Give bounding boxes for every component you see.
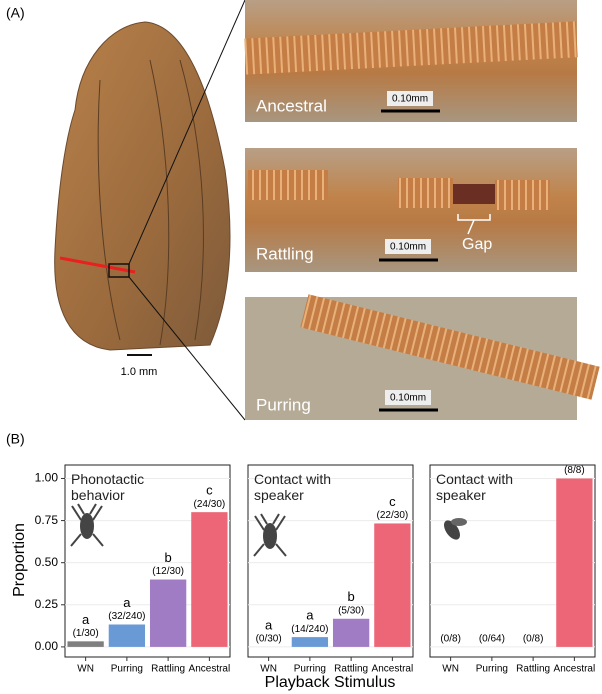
wing-veins bbox=[97, 59, 204, 346]
value-label: (22/30) bbox=[377, 510, 409, 521]
inset-ancestral: Ancestral 0.10mm bbox=[244, 0, 578, 122]
inset-purring: Purring 0.10mm bbox=[245, 294, 600, 420]
y-axis-label: Proportion bbox=[11, 523, 28, 597]
wing-photo bbox=[54, 21, 231, 351]
chart-title: Phonotactic behavior bbox=[71, 471, 145, 503]
value-label: (8/8) bbox=[564, 465, 585, 476]
gap-bracket bbox=[457, 214, 491, 235]
cricket-legs bbox=[70, 503, 104, 547]
file-line bbox=[59, 256, 136, 274]
x-tick-label: Purring bbox=[476, 664, 508, 675]
scale-box bbox=[385, 390, 431, 405]
scale-label: 0.10mm bbox=[392, 94, 428, 105]
chart-title: Contact with speaker bbox=[436, 471, 514, 503]
inset-rattling: Gap Rattling 0.10mm bbox=[245, 148, 577, 272]
value-label: (5/30) bbox=[338, 605, 364, 616]
bar bbox=[108, 624, 146, 647]
zoom-box bbox=[108, 263, 130, 278]
x-tick-label: Ancestral bbox=[189, 664, 231, 675]
file-teeth bbox=[244, 21, 578, 75]
x-tick-label: Rattling bbox=[151, 664, 185, 675]
x-tick-label: Rattling bbox=[516, 664, 550, 675]
inset-label: Rattling bbox=[256, 244, 314, 263]
value-label: (0/64) bbox=[479, 634, 505, 645]
value-label: (0/30) bbox=[256, 634, 282, 645]
value-label: (24/30) bbox=[194, 499, 226, 510]
gap-label: Gap bbox=[462, 236, 492, 253]
significance-letter: c bbox=[389, 494, 396, 509]
y-tick-label: 1.00 bbox=[35, 471, 59, 485]
x-tick-label: Purring bbox=[294, 664, 326, 675]
fly-wing bbox=[451, 518, 467, 526]
value-label: (32/240) bbox=[108, 611, 145, 622]
x-tick-label: Ancestral bbox=[554, 664, 596, 675]
fly-icon bbox=[444, 520, 460, 540]
value-label: (1/30) bbox=[73, 628, 99, 639]
value-label: (14/240) bbox=[291, 624, 328, 635]
scale-label: 1.0 mm bbox=[121, 366, 158, 378]
inset-label: Ancestral bbox=[256, 96, 327, 115]
y-tick-label: 0.25 bbox=[35, 597, 59, 611]
significance-letter: b bbox=[348, 589, 355, 604]
inset-label: Purring bbox=[256, 395, 311, 414]
file-teeth bbox=[248, 170, 328, 200]
y-tick-label: 0.75 bbox=[35, 513, 59, 527]
x-axis-label: Playback Stimulus bbox=[265, 674, 396, 691]
file-teeth bbox=[495, 180, 550, 210]
significance-letter: a bbox=[306, 608, 314, 623]
chart-title: Contact with speaker bbox=[254, 471, 332, 503]
panel-label: (B) bbox=[6, 431, 25, 447]
significance-letter: c bbox=[206, 483, 213, 498]
bar bbox=[67, 641, 104, 647]
scale-box bbox=[387, 91, 433, 106]
bar bbox=[374, 523, 411, 647]
gap bbox=[453, 184, 495, 204]
cricket-icon bbox=[263, 523, 277, 549]
significance-letter: a bbox=[82, 612, 90, 627]
x-tick-label: WN bbox=[77, 664, 94, 675]
bar bbox=[291, 637, 329, 647]
scale-label: 0.10mm bbox=[390, 242, 426, 253]
significance-letter: a bbox=[265, 617, 273, 632]
bar bbox=[191, 512, 228, 647]
scale-label: 0.10mm bbox=[390, 393, 426, 404]
significance-letter: a bbox=[123, 595, 131, 610]
file-teeth bbox=[300, 294, 600, 400]
x-tick-label: Ancestral bbox=[372, 664, 414, 675]
y-tick-label: 0.50 bbox=[35, 555, 59, 569]
panel-label: (A) bbox=[6, 5, 25, 21]
significance-letter: b bbox=[165, 550, 172, 565]
x-tick-label: WN bbox=[442, 664, 459, 675]
scale-box bbox=[385, 239, 431, 254]
bar bbox=[149, 579, 187, 647]
file-teeth bbox=[398, 178, 453, 208]
x-tick-label: Purring bbox=[111, 664, 143, 675]
x-tick-label: Rattling bbox=[334, 664, 368, 675]
value-label: (12/30) bbox=[152, 566, 184, 577]
x-tick-label: WN bbox=[260, 664, 277, 675]
value-label: (0/8) bbox=[440, 634, 461, 645]
bar bbox=[332, 618, 370, 647]
bar bbox=[556, 478, 593, 647]
zoom-line bbox=[128, 276, 246, 421]
cricket-legs bbox=[253, 513, 287, 557]
zoom-line bbox=[128, 0, 246, 265]
y-tick-label: 0.00 bbox=[35, 639, 59, 653]
value-label: (0/8) bbox=[523, 634, 544, 645]
cricket-icon bbox=[80, 513, 94, 539]
